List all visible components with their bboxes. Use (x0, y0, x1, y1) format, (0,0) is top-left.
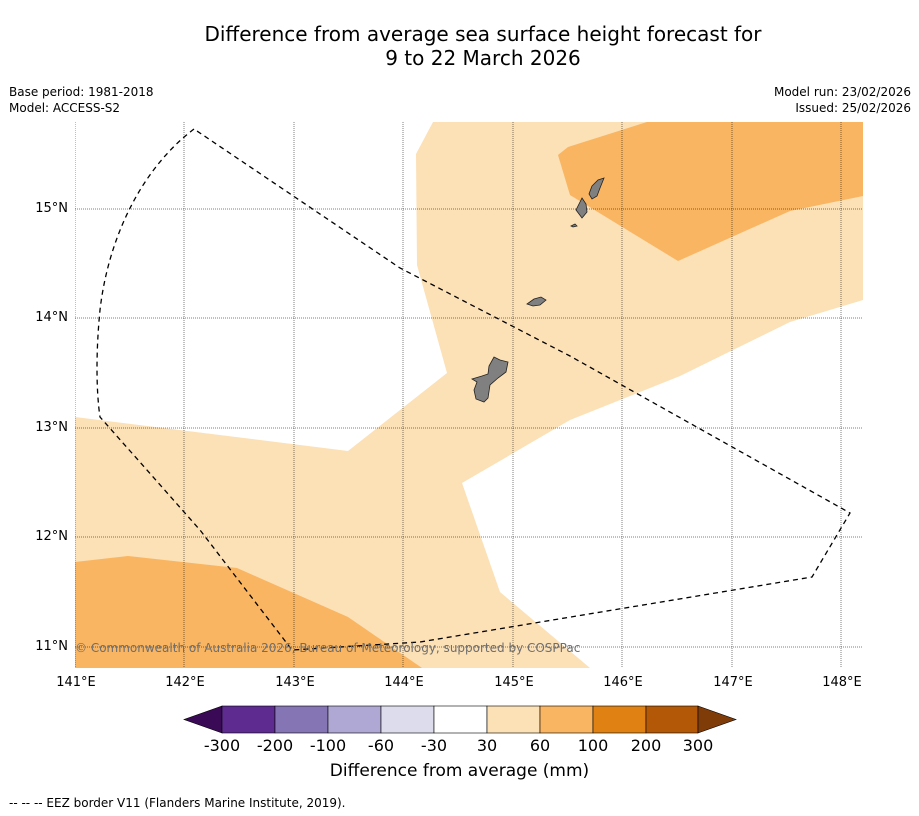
eez-border (96, 128, 851, 651)
colorbar-extend-high (697, 705, 737, 734)
colorbar-swatch-7 (539, 705, 594, 734)
lat-label-12n: 12°N (35, 529, 68, 544)
colorbar-tick-3: -100 (309, 736, 347, 755)
colorbar-swatch-6 (486, 705, 541, 734)
islands (471, 177, 605, 403)
issued-label: Issued: 25/02/2026 (795, 101, 911, 115)
lon-label-143: 143°E (275, 675, 315, 690)
model-label: Model: ACCESS-S2 (9, 101, 121, 115)
title-line-1: Difference from average sea surface heig… (204, 22, 762, 46)
colorbar (183, 705, 737, 734)
colorbar-tick-5: -30 (420, 736, 448, 755)
lon-label-148: 148°E (822, 675, 862, 690)
meta-right: Model run: 23/02/2026 Issued: 25/02/2026 (774, 84, 911, 116)
colorbar-tick-8: 100 (577, 736, 609, 755)
colorbar-swatch-3 (327, 705, 382, 734)
colorbar-swatch-9 (645, 705, 699, 734)
colorbar-swatch-5 (433, 705, 488, 734)
lon-label-141: 141°E (56, 675, 96, 690)
anomaly-band-30-60-northeast (75, 122, 863, 668)
rota-island (526, 296, 547, 307)
map-area (75, 122, 863, 668)
lat-label-14n: 14°N (35, 310, 68, 325)
eez-legend: -- -- -- EEZ border V11 (Flanders Marine… (9, 796, 346, 810)
colorbar-tick-2: -200 (256, 736, 294, 755)
graticule (75, 122, 863, 668)
meta-left: Base period: 1981-2018 Model: ACCESS-S2 (9, 84, 154, 116)
colorbar-extend-low (183, 705, 223, 734)
anomaly-band-60-100-northeast (558, 122, 863, 261)
title-line-2: 9 to 22 March 2026 (385, 46, 581, 70)
copyright-notice: © Commonwealth of Australia 2026, Bureau… (75, 641, 581, 655)
colorbar-tick-1: -300 (203, 736, 241, 755)
colorbar-label: Difference from average (mm) (329, 761, 590, 781)
lon-label-144: 144°E (384, 675, 424, 690)
guam-island (471, 356, 509, 403)
base-period-label: Base period: 1981-2018 (9, 85, 154, 99)
chart-title: Difference from average sea surface heig… (0, 22, 919, 70)
lat-label-13n: 13°N (35, 420, 68, 435)
anomaly-band-60-100-southwest (75, 556, 422, 668)
lon-label-145: 145°E (494, 675, 534, 690)
tinian-island (575, 197, 588, 219)
colorbar-tick-9: 200 (630, 736, 662, 755)
colorbar-tick-4: -60 (367, 736, 395, 755)
lon-label-146: 146°E (603, 675, 643, 690)
lon-label-142: 142°E (165, 675, 205, 690)
saipan-island (588, 177, 605, 200)
colorbar-swatch-8 (592, 705, 647, 734)
colorbar-tick-7: 60 (529, 736, 551, 755)
lon-label-147: 147°E (713, 675, 753, 690)
colorbar-tick-10: 300 (682, 736, 714, 755)
model-run-label: Model run: 23/02/2026 (773, 85, 911, 99)
lat-label-11n: 11°N (35, 639, 68, 654)
colorbar-swatch-4 (380, 705, 435, 734)
lat-label-15n: 15°N (35, 201, 68, 216)
aguijan-island (570, 223, 578, 228)
colorbar-swatch-1 (221, 705, 276, 734)
colorbar-tick-6: 30 (476, 736, 498, 755)
colorbar-swatch-2 (274, 705, 329, 734)
